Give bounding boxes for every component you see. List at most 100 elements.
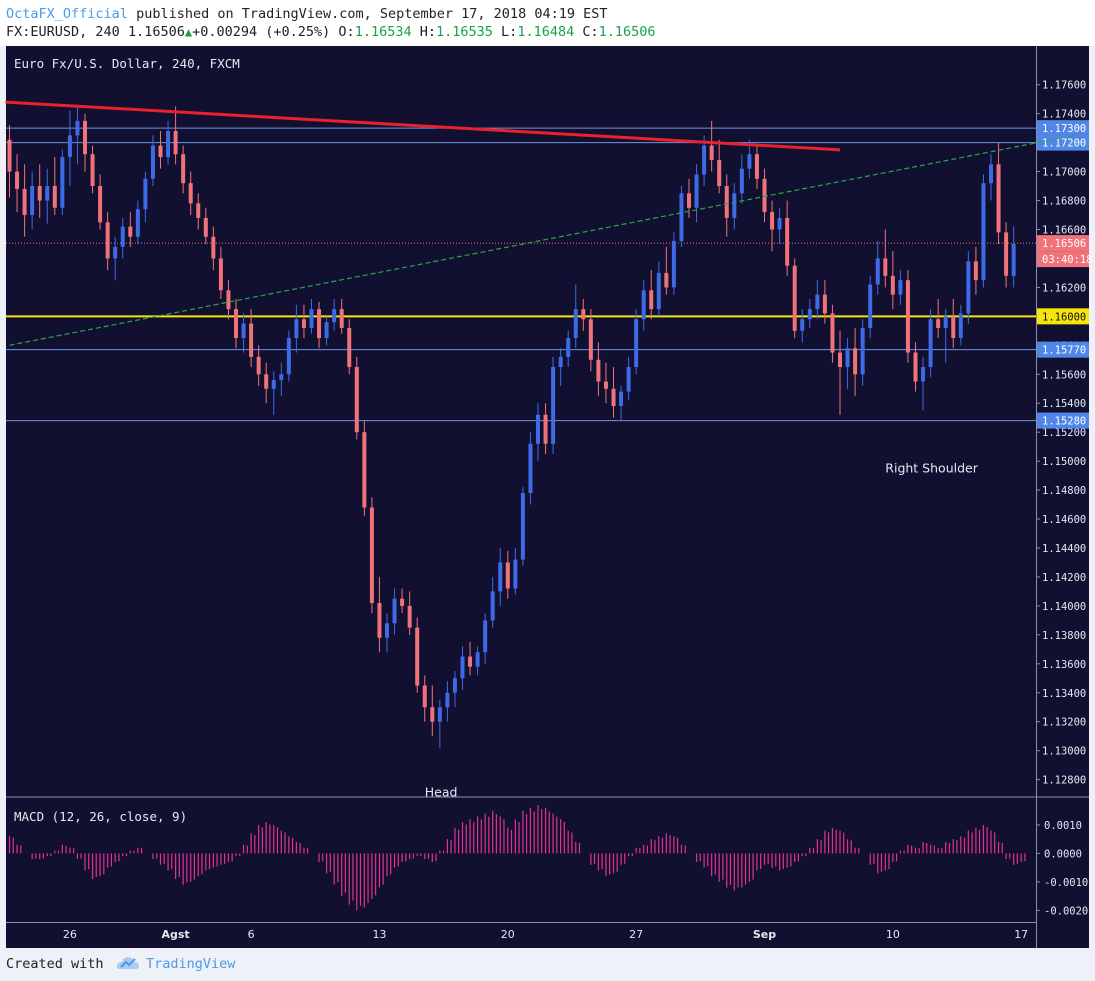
change-value: +0.00294 [192,24,258,40]
candle-body [354,367,359,433]
candle-body [317,309,322,339]
candle-body [687,193,691,208]
candle-body [520,492,525,560]
last-price-tag [1037,235,1089,252]
candle-body [37,186,42,201]
price-tick-label: 1.12800 [1042,775,1086,787]
candle-body [883,258,888,276]
publication-header: OctaFX_Official published on TradingView… [0,0,1095,46]
close-label: C: [582,24,599,40]
candle-body [800,319,805,331]
level-price-tag [1037,134,1089,151]
macd-tick-label: -0.0020 [1044,905,1088,917]
candle-body [664,272,669,288]
price-tick-label: 1.14400 [1042,543,1086,555]
candle-body [249,323,254,357]
candle-body [905,280,910,353]
candle-body [679,193,684,242]
candle-body [392,598,397,624]
level-price-label: 1.15280 [1042,416,1086,428]
price-tick-label: 1.17000 [1042,167,1086,179]
candle-body [226,290,231,310]
candle-body [936,319,941,328]
candle-body [581,309,586,320]
support-price-label: 1.16000 [1042,311,1086,323]
candle-body [807,309,812,320]
candle-body [921,367,926,382]
candle-body [958,313,963,339]
open-label: O: [338,24,355,40]
date-tick-label: 10 [886,928,900,941]
symbol-ohlc-line: FX:EURUSD, 240 1.16506▲+0.00294 (+0.25%)… [6,23,656,41]
candle-body [377,603,382,638]
candle-body [362,432,367,508]
candle-body [128,226,133,237]
level-price-tag [1037,341,1089,358]
candle-body [203,217,208,237]
candle-body [294,319,299,339]
candle-body [279,374,284,381]
macd-pane-title: MACD (12, 26, close, 9) [14,809,187,824]
candle-body [822,294,827,314]
price-tick-label: 1.14600 [1042,514,1086,526]
high-label: H: [419,24,436,40]
candle-body [739,168,744,194]
candle-body [626,367,631,392]
candle-body [566,338,571,357]
price-tick-label: 1.17600 [1042,80,1086,92]
created-with-text: Created with [6,956,104,972]
candle-body [483,620,488,653]
candle-body [369,507,374,604]
candle-body [113,246,118,259]
price-tick-label: 1.13800 [1042,630,1086,642]
candle-body [989,164,993,184]
candle-body [150,145,155,179]
level-price-label: 1.15770 [1042,345,1086,357]
candle-body [437,707,442,722]
candle-body [105,222,110,259]
candle-body [573,309,578,339]
date-tick-label: 26 [63,928,77,941]
candle-body [422,685,427,708]
level-price-label: 1.17200 [1042,138,1086,150]
tradingview-cloud-icon[interactable] [116,955,140,971]
candle-body [641,290,646,320]
candle-body [649,290,654,310]
candle-body [218,258,223,291]
candle-body [332,309,337,323]
chart-canvas[interactable]: 1.17600 1.17400 1.17200 1.17000 1.16800 1.166… [0,46,1095,948]
candle-body [30,186,35,216]
candle-body [271,380,276,389]
up-arrow-icon: ▲ [184,25,193,39]
candle-body [90,154,95,187]
annotation-label: Head [425,785,458,800]
candle-body [588,319,593,360]
candle-body [656,272,661,310]
candle-body [981,183,986,281]
candle-body [407,605,412,628]
candle-body [120,226,125,247]
price-tick-label: 1.16200 [1042,282,1086,294]
candle-body [838,352,842,368]
candle-body [75,120,80,136]
candle-body [966,261,971,314]
candle-body [166,131,171,158]
time-axis-background [6,922,1036,948]
date-tick-label: 6 [248,928,255,941]
candle-body [943,316,948,328]
price-tick-label: 1.15200 [1042,427,1086,439]
author-link[interactable]: OctaFX_Official [6,6,128,22]
date-tick-label: Agst [161,928,189,941]
candle-body [845,348,850,368]
candle-body [7,139,12,172]
candle-body [234,309,238,339]
candle-body [15,171,20,189]
candle-body [747,154,752,169]
countdown-tag [1037,251,1089,268]
ascending-trend-line [9,134,1075,346]
tradingview-link[interactable]: TradingView [146,956,236,972]
candle-body [732,193,737,218]
candle-body [468,656,473,667]
candle-body [815,294,820,310]
change-percent: (+0.25%) [265,24,331,40]
